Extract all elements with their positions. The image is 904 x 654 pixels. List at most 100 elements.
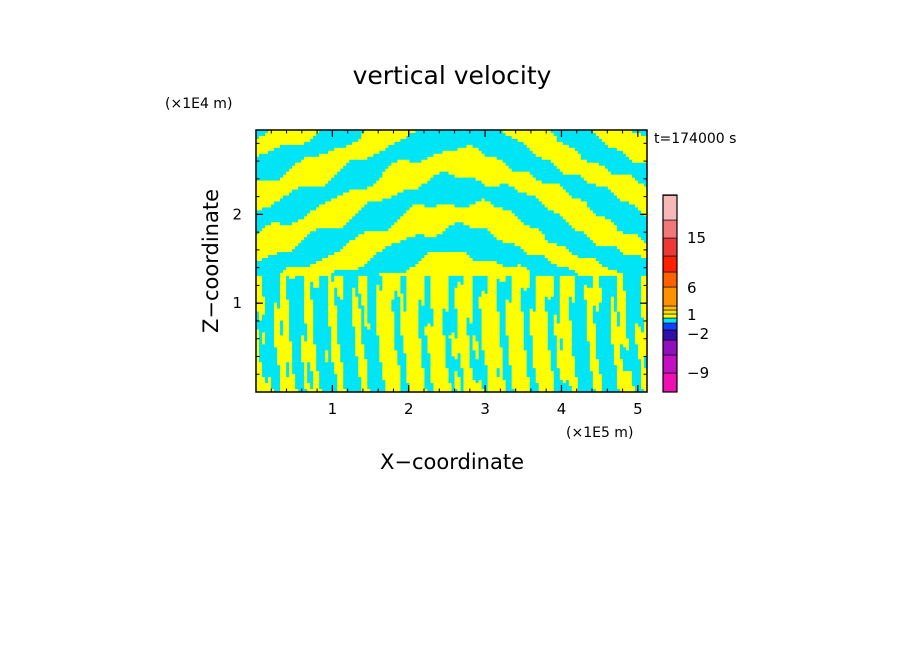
- field-cell: [523, 225, 528, 229]
- field-cell: [640, 132, 645, 137]
- field-cell: [541, 168, 546, 173]
- field-cell: [292, 159, 296, 164]
- field-cell: [313, 162, 317, 167]
- field-cell: [439, 174, 443, 179]
- field-cell: [286, 183, 290, 187]
- field-cell: [634, 231, 639, 235]
- field-cell: [604, 162, 609, 167]
- field-cell: [469, 144, 473, 149]
- field-cell: [490, 195, 495, 199]
- field-cell: [487, 234, 491, 238]
- field-cell: [289, 174, 293, 179]
- field-cell: [493, 183, 498, 187]
- field-cell: [505, 159, 510, 164]
- field-cell: [502, 219, 507, 223]
- field-cell: [355, 162, 359, 167]
- field-cell: [403, 234, 407, 238]
- field-cell: [310, 130, 314, 134]
- field-cell: [304, 222, 308, 226]
- field-cell: [367, 171, 371, 176]
- field-cell: [583, 195, 588, 199]
- field-cell: [397, 198, 401, 202]
- field-cell: [592, 153, 597, 158]
- field-cell: [493, 144, 498, 149]
- field-cell: [418, 147, 422, 152]
- field-cell: [382, 165, 386, 170]
- field-cell: [418, 204, 422, 208]
- field-cell: [448, 240, 452, 244]
- field-cell: [439, 201, 443, 205]
- field-cell: [394, 243, 398, 247]
- field-cell: [268, 216, 272, 220]
- field-cell: [391, 207, 395, 211]
- field-cell: [403, 237, 407, 241]
- field-cell: [487, 210, 491, 214]
- field-cell: [439, 222, 443, 226]
- field-cell: [355, 240, 359, 244]
- field-cell: [538, 144, 543, 149]
- field-cell: [466, 171, 470, 176]
- field-cell: [412, 222, 416, 226]
- field-cell: [490, 207, 495, 211]
- field-cell: [259, 162, 263, 167]
- field-cell: [316, 174, 320, 179]
- field-cell: [325, 195, 329, 199]
- field-cell: [280, 201, 284, 205]
- field-cell: [397, 207, 401, 211]
- field-cell: [631, 183, 636, 187]
- field-cell: [445, 171, 449, 176]
- field-cell: [598, 138, 603, 143]
- field-cell: [349, 174, 353, 179]
- field-cell: [337, 171, 341, 176]
- field-cell: [349, 144, 353, 149]
- field-cell: [403, 204, 407, 208]
- field-cell: [532, 198, 537, 202]
- field-cell: [283, 177, 287, 182]
- field-cell: [286, 198, 290, 202]
- field-cell: [406, 234, 410, 238]
- field-cell: [643, 198, 648, 202]
- field-cell: [427, 162, 431, 167]
- field-cell: [613, 186, 618, 190]
- field-cell: [559, 150, 564, 155]
- field-cell: [379, 198, 383, 202]
- field-cell: [565, 130, 570, 134]
- field-cell: [319, 150, 323, 155]
- field-cell: [538, 201, 543, 205]
- field-cell: [622, 171, 627, 176]
- field-cell: [316, 147, 320, 152]
- field-cell: [556, 144, 561, 149]
- field-cell: [643, 231, 648, 235]
- field-cell: [631, 198, 636, 202]
- field-cell: [292, 174, 296, 179]
- field-cell: [607, 132, 612, 137]
- field-cell: [559, 189, 564, 193]
- field-cell: [601, 234, 606, 238]
- field-cell: [580, 174, 585, 179]
- field-cell: [577, 225, 582, 229]
- field-cell: [427, 168, 431, 173]
- field-cell: [373, 204, 377, 208]
- field-cell: [538, 219, 543, 223]
- field-cell: [508, 153, 513, 158]
- field-cell: [628, 198, 633, 202]
- field-cell: [538, 147, 543, 152]
- field-cell: [385, 153, 389, 158]
- field-cell: [622, 213, 627, 217]
- field-cell: [412, 147, 416, 152]
- field-cell: [439, 192, 443, 196]
- field-cell: [265, 222, 269, 226]
- field-cell: [547, 228, 552, 232]
- field-cell: [328, 168, 332, 173]
- field-cell: [352, 132, 356, 137]
- field-cell: [328, 219, 332, 223]
- field-cell: [373, 147, 377, 152]
- field-cell: [313, 144, 317, 149]
- field-cell: [514, 210, 519, 214]
- field-cell: [310, 231, 314, 235]
- field-cell: [493, 180, 498, 184]
- field-cell: [397, 192, 401, 196]
- field-cell: [325, 213, 329, 217]
- field-cell: [556, 195, 561, 199]
- field-cell: [448, 165, 452, 170]
